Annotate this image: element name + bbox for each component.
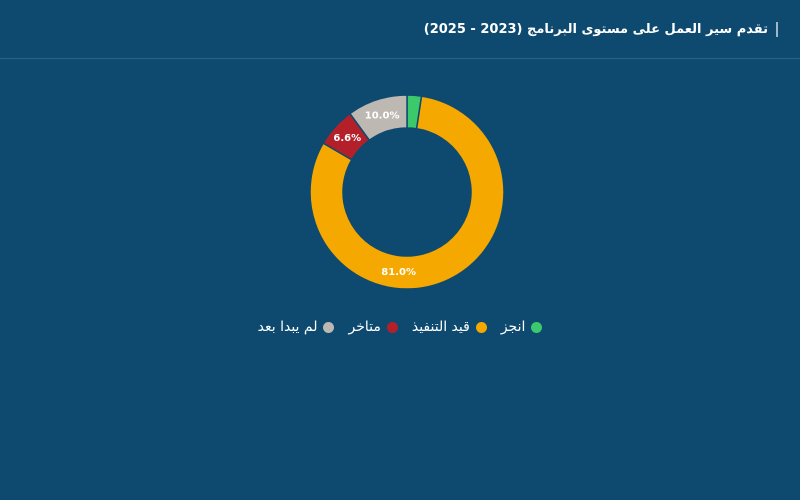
legend-label: انجز [500, 319, 526, 335]
data-label: 10.0% [365, 110, 400, 121]
legend-swatch [531, 321, 543, 333]
legend-label: قيد التنفيذ [411, 319, 470, 335]
legend-item[interactable]: متاخر [348, 319, 398, 335]
legend-label: لم يبدا بعد [257, 319, 318, 335]
legend-swatch [475, 321, 487, 333]
legend-swatch [386, 321, 398, 333]
legend: انجز قيد التنفيذ متاخر لم يبدا بعد [0, 319, 800, 335]
legend-item[interactable]: قيد التنفيذ [412, 319, 487, 335]
legend-swatch [323, 321, 335, 333]
header: تقدم سير العمل على مستوى البرنامج (2023 … [0, 0, 800, 59]
legend-item[interactable]: انجز [501, 319, 543, 335]
legend-label: متاخر [348, 319, 381, 335]
donut-segment [348, 94, 408, 142]
legend-item[interactable]: لم يبدا بعد [258, 319, 335, 335]
chart-title: تقدم سير العمل على مستوى البرنامج (2023 … [424, 22, 778, 37]
data-label: 6.6% [333, 133, 361, 144]
donut-segment [309, 95, 505, 290]
data-label: 81.0% [381, 267, 416, 278]
